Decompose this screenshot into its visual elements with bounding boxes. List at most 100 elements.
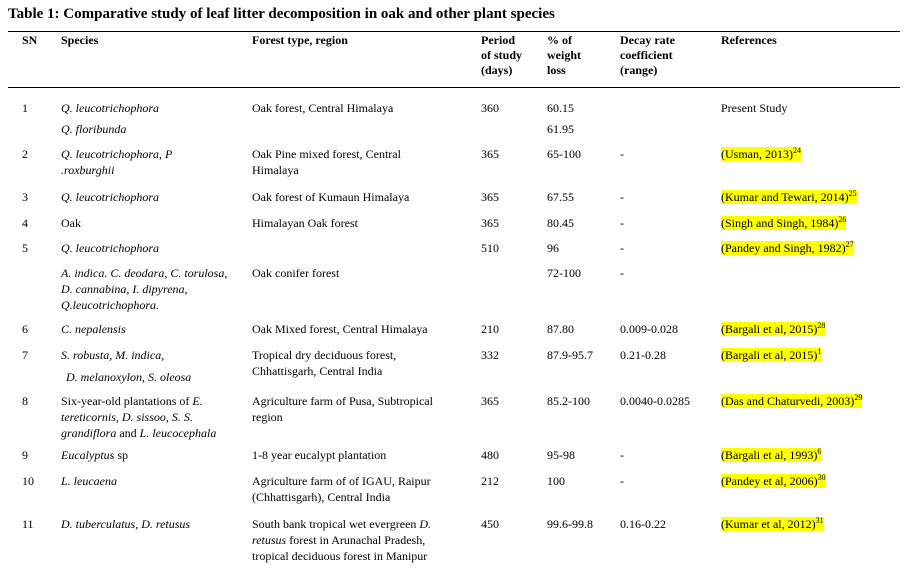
row-loss: 85.2-100	[547, 394, 590, 408]
species-prefix: Six-year-old plantations of	[61, 394, 193, 408]
row-ref: (Bargali et al, 2015)1	[721, 347, 822, 363]
row-species: Oak	[61, 216, 81, 230]
reference-highlight: (Kumar et al, 2012)31	[721, 517, 824, 531]
row-ref: (Kumar and Tewari, 2014)25	[721, 189, 857, 205]
ref-sup: 31	[815, 516, 824, 525]
reference-highlight: (Pandey et al, 2006)30	[721, 474, 826, 488]
header-period: Period of study (days)	[481, 33, 523, 77]
ref-text: (Kumar et al, 2012)	[721, 517, 816, 531]
reference-highlight: (Kumar and Tewari, 2014)25	[721, 190, 857, 204]
row-loss: 87.80	[547, 322, 574, 336]
row-loss: 99.6-99.8	[547, 517, 593, 531]
row-forest: Oak forest of Kumaun Himalaya	[252, 190, 410, 204]
row-decay: 0.0040-0.0285	[620, 394, 690, 408]
header-decay: Decay rate coefficient (range)	[620, 33, 675, 77]
species-names: E. tereticornis, D. sissoo, S. S. grandi…	[61, 394, 203, 440]
row-ref: (Pandey and Singh, 1982)27	[721, 240, 854, 256]
species-names-2: L. leucocephala	[139, 426, 217, 440]
row-species: A. indica. C. deodara, C. torulosa, D. c…	[61, 266, 228, 312]
row-loss: 67.55	[547, 190, 574, 204]
row-decay: -	[620, 216, 624, 230]
row-species: Q. floribunda	[61, 122, 127, 136]
reference-highlight: (Bargali et al, 1993)6	[721, 447, 822, 462]
row-period: 365	[481, 216, 499, 230]
species-names: Eucalyptus	[61, 448, 115, 462]
row-ref: (Bargali et al, 2015)28	[721, 321, 826, 337]
ref-text: (Bargali et al, 2015)	[721, 322, 818, 336]
row-sn: 4	[22, 216, 28, 230]
row-ref: (Das and Chaturvedi, 2003)29	[721, 393, 863, 409]
row-forest: Agriculture farm of of IGAU, Raipur (Chh…	[252, 474, 431, 504]
row-sn: 3	[22, 190, 28, 204]
row-species: C. nepalensis	[61, 322, 126, 336]
row-loss: 60.15	[547, 101, 574, 115]
ref-sup: 27	[845, 240, 854, 249]
row-ref: (Bargali et al, 1993)6	[721, 447, 822, 463]
species-suffix: sp	[114, 448, 128, 462]
ref-sup: 29	[854, 393, 863, 402]
row-forest: Oak Pine mixed forest, Central Himalaya	[252, 147, 401, 177]
forest-prefix: South bank tropical wet evergreen	[252, 517, 420, 531]
row-decay: -	[620, 190, 624, 204]
reference-highlight: (Bargali et al, 2015)1	[721, 348, 822, 362]
ref-sup: 6	[817, 447, 822, 456]
row-loss: 65-100	[547, 147, 581, 161]
row-period: 365	[481, 190, 499, 204]
row-sn: 6	[22, 322, 28, 336]
row-period: 450	[481, 517, 499, 531]
row-decay: -	[620, 474, 624, 488]
row-sn: 2	[22, 147, 28, 161]
row-species: Q. leucotrichophora	[61, 101, 159, 115]
row-sn: 11	[22, 517, 34, 531]
row-sn: 5	[22, 241, 28, 255]
row-ref: (Kumar et al, 2012)31	[721, 516, 824, 532]
row-period: 365	[481, 147, 499, 161]
row-ref: (Pandey et al, 2006)30	[721, 473, 826, 489]
ref-sup: 28	[817, 321, 826, 330]
row-species: Q. leucotrichophora, P .roxburghii	[61, 147, 173, 177]
header-forest: Forest type, region	[252, 33, 348, 47]
ref-text: (Bargali et al, 2015)	[721, 348, 818, 362]
row-species: D. tuberculatus, D. retusus	[61, 517, 191, 531]
row-period: 510	[481, 241, 499, 255]
reference-highlight: (Das and Chaturvedi, 2003)29	[721, 393, 863, 408]
ref-text: (Singh and Singh, 1984)	[721, 216, 839, 230]
ref-sup: 24	[793, 146, 801, 155]
row-sn: 1	[22, 101, 28, 115]
row-sn: 8	[22, 394, 28, 408]
row-loss: 96	[547, 241, 559, 255]
row-period: 360	[481, 101, 499, 115]
row-period: 332	[481, 348, 499, 362]
row-decay: 0.009-0.028	[620, 322, 678, 336]
row-decay: -	[620, 147, 624, 161]
row-decay: -	[620, 266, 624, 280]
row-sn: 10	[22, 474, 34, 488]
header-species: Species	[61, 33, 99, 47]
header-rule	[8, 87, 900, 88]
row-forest: Agriculture farm of Pusa, Subtropical re…	[252, 394, 433, 424]
species-and: and	[116, 426, 140, 440]
ref-text: (Usman, 2013)	[721, 147, 793, 161]
ref-text: (Pandey et al, 2006)	[721, 474, 818, 488]
row-period: 365	[481, 394, 499, 408]
row-decay: -	[620, 241, 624, 255]
row-loss: 80.45	[547, 216, 574, 230]
row-loss: 95-98	[547, 448, 575, 462]
row-sn: 9	[22, 448, 28, 462]
row-loss: 100	[547, 474, 565, 488]
row-forest: South bank tropical wet evergreen D. ret…	[252, 516, 452, 564]
reference-highlight: (Bargali et al, 2015)28	[721, 321, 826, 336]
row-period: 212	[481, 474, 499, 488]
row-species: L. leucaena	[61, 474, 117, 488]
row-loss: 72-100	[547, 266, 581, 280]
ref-text: (Kumar and Tewari, 2014)	[721, 190, 849, 204]
row-species: S. robusta, M. indica,	[61, 348, 165, 362]
header-loss: % of weight loss	[547, 33, 581, 77]
ref-text: (Das and Chaturvedi, 2003)	[721, 394, 855, 408]
row-period: 480	[481, 448, 499, 462]
header-sn: SN	[22, 33, 38, 47]
row-ref: (Usman, 2013)24	[721, 146, 801, 162]
header-refs: References	[721, 33, 777, 47]
row-forest: Tropical dry deciduous forest, Chhattisg…	[252, 348, 397, 378]
forest-rest: forest in Arunachal Pradesh, tropical de…	[252, 533, 428, 563]
